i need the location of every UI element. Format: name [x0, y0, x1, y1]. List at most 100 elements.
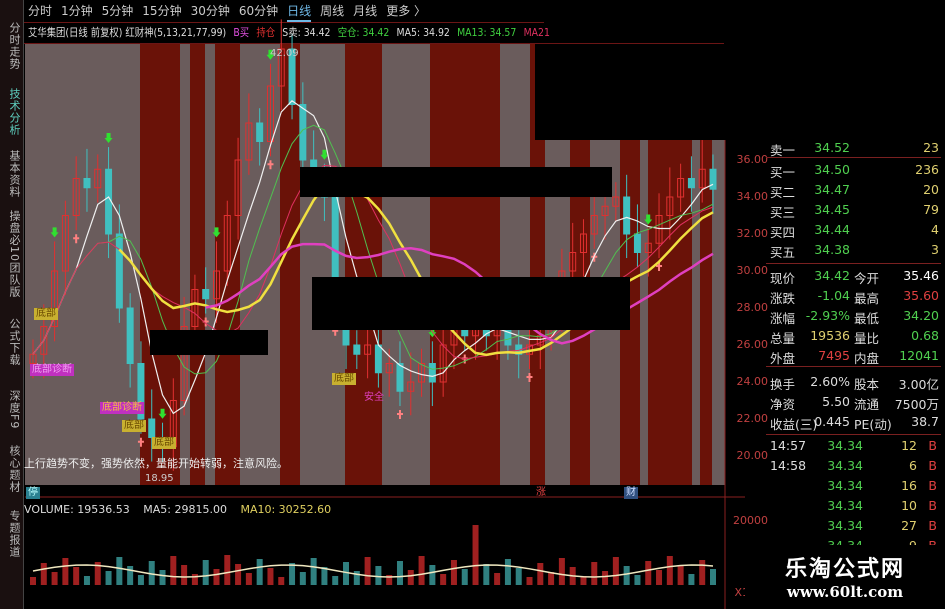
- fund-value: 0.445: [814, 414, 850, 429]
- tab-period[interactable]: 月线: [353, 4, 378, 18]
- volume-bar: [310, 558, 317, 585]
- sell-signal: S卖: 34.42: [282, 26, 331, 39]
- order-book-row: 买五 34.38 3: [730, 242, 945, 262]
- low-price-label: 18.95: [145, 473, 174, 484]
- volume-bar: [321, 567, 328, 585]
- stat-label: 量比: [854, 331, 880, 346]
- signal-label: 底部诊断: [30, 364, 74, 376]
- volume-bar: [688, 574, 695, 585]
- candle-body: [94, 168, 102, 189]
- sidebar-tab[interactable]: 深度F9: [8, 390, 21, 430]
- tab-period[interactable]: 60分钟: [238, 4, 279, 18]
- candle-body: [666, 196, 674, 216]
- candle-body: [256, 122, 264, 142]
- candle-body: [245, 122, 253, 161]
- volume-bar: [634, 575, 641, 585]
- redacted-box: [150, 330, 268, 355]
- candle-body: [590, 215, 598, 235]
- book-price: 34.52: [814, 140, 850, 155]
- price-axis-label: 20.00: [736, 449, 769, 462]
- quote-stat-row: 外盘 7495 内盘 12041: [730, 348, 945, 368]
- sidebar-tab[interactable]: 基本资料: [8, 150, 21, 198]
- volume-bar: [245, 573, 252, 585]
- trade-row: 14:58 34.34 6 B: [730, 458, 945, 478]
- fund-label: 股本: [854, 377, 880, 392]
- candle-body: [202, 289, 210, 300]
- candle-body: [633, 233, 641, 253]
- sidebar-tab[interactable]: 分时走势: [8, 22, 21, 70]
- trade-row: 34.34 27 B: [730, 518, 945, 538]
- trade-volume: 16: [901, 478, 917, 493]
- book-volume: 4: [931, 222, 939, 237]
- volume-bar: [267, 568, 274, 585]
- volume-bar: [677, 565, 684, 585]
- stat-label: 今开: [854, 271, 880, 286]
- redacted-box: [535, 44, 945, 140]
- stat-label: 外盘: [770, 351, 796, 366]
- volume-bar: [235, 564, 242, 585]
- tab-period[interactable]: 5分钟: [101, 4, 134, 18]
- sidebar-tab[interactable]: 核心题材: [8, 445, 21, 493]
- stat-value: 34.42: [814, 268, 850, 283]
- tab-period[interactable]: 日线: [287, 2, 312, 22]
- volume-bar: [494, 573, 501, 585]
- trade-price: 34.34: [827, 518, 863, 533]
- divider: [24, 43, 724, 44]
- book-price: 34.45: [814, 202, 850, 217]
- trade-side: B: [928, 478, 937, 493]
- buy-arrow-icon: [526, 373, 533, 383]
- volume-bar: [364, 557, 371, 585]
- sell-arrow-icon: [50, 227, 59, 238]
- price-axis-label: 24.00: [736, 375, 769, 388]
- trade-price: 34.34: [827, 478, 863, 493]
- candle-body: [180, 326, 188, 401]
- volume-ma5: MA5: 29815.00: [143, 503, 227, 516]
- candle-body: [644, 242, 652, 253]
- candle-body: [288, 48, 296, 105]
- quote-stat-row: 涨幅 -2.93% 最低 34.20: [730, 308, 945, 328]
- volume-bar: [94, 562, 101, 585]
- volume-bar: [429, 565, 436, 585]
- trade-volume: 12: [901, 438, 917, 453]
- sidebar-tab[interactable]: 操盘必10: [8, 210, 21, 262]
- price-axis-label: 22.00: [736, 412, 769, 425]
- tab-period[interactable]: 1分钟: [61, 4, 93, 18]
- book-label: 买二: [770, 185, 796, 200]
- sidebar-tab[interactable]: 团队版: [8, 262, 21, 298]
- sell-arrow-icon: [212, 227, 221, 238]
- sell-arrow-icon: [320, 149, 329, 160]
- stat-label: 涨幅: [770, 311, 796, 326]
- quote-stat-row: 涨跌 -1.04 最高 35.60: [730, 288, 945, 308]
- signal-band: [280, 44, 300, 485]
- tab-period[interactable]: 周线: [320, 4, 345, 18]
- stat-value: 0.68: [911, 328, 939, 343]
- candle-body: [51, 270, 59, 327]
- divider: [766, 366, 941, 367]
- trade-row: 34.34 16 B: [730, 478, 945, 498]
- tab-period[interactable]: 分时: [28, 4, 53, 18]
- stat-value: 7495: [818, 348, 850, 363]
- volume-bar: [116, 557, 123, 585]
- order-book-row: 卖一 34.52 23: [730, 140, 945, 160]
- fund-label: 流通: [854, 397, 880, 412]
- candle-body: [655, 215, 663, 244]
- volume-bar: [580, 576, 587, 585]
- price-axis-label: 36.00: [736, 153, 769, 166]
- stat-label: 总量: [770, 331, 796, 346]
- volume-bar: [666, 556, 673, 585]
- quote-panel: 卖一 34.52 23 买一 34.50 236 买二 34.47 20 买三 34.45 79 买四 3…: [730, 140, 945, 609]
- tab-period[interactable]: 15分钟: [142, 4, 182, 18]
- tab-period[interactable]: 更多 〉: [386, 4, 427, 18]
- book-price: 34.50: [814, 162, 850, 177]
- tab-period[interactable]: 30分钟: [190, 4, 230, 18]
- volume-bar: [602, 571, 609, 585]
- candle-body: [709, 168, 717, 190]
- sidebar-tab[interactable]: 技术分析: [8, 88, 21, 136]
- volume-bar: [159, 570, 166, 585]
- sidebar-tab[interactable]: 专题报道: [8, 510, 21, 558]
- price-axis-label: 32.00: [736, 227, 769, 240]
- candle-body: [364, 344, 372, 355]
- trade-price: 34.34: [827, 458, 863, 473]
- volume-bar: [472, 525, 479, 585]
- sidebar-tab[interactable]: 公式下载: [8, 318, 21, 366]
